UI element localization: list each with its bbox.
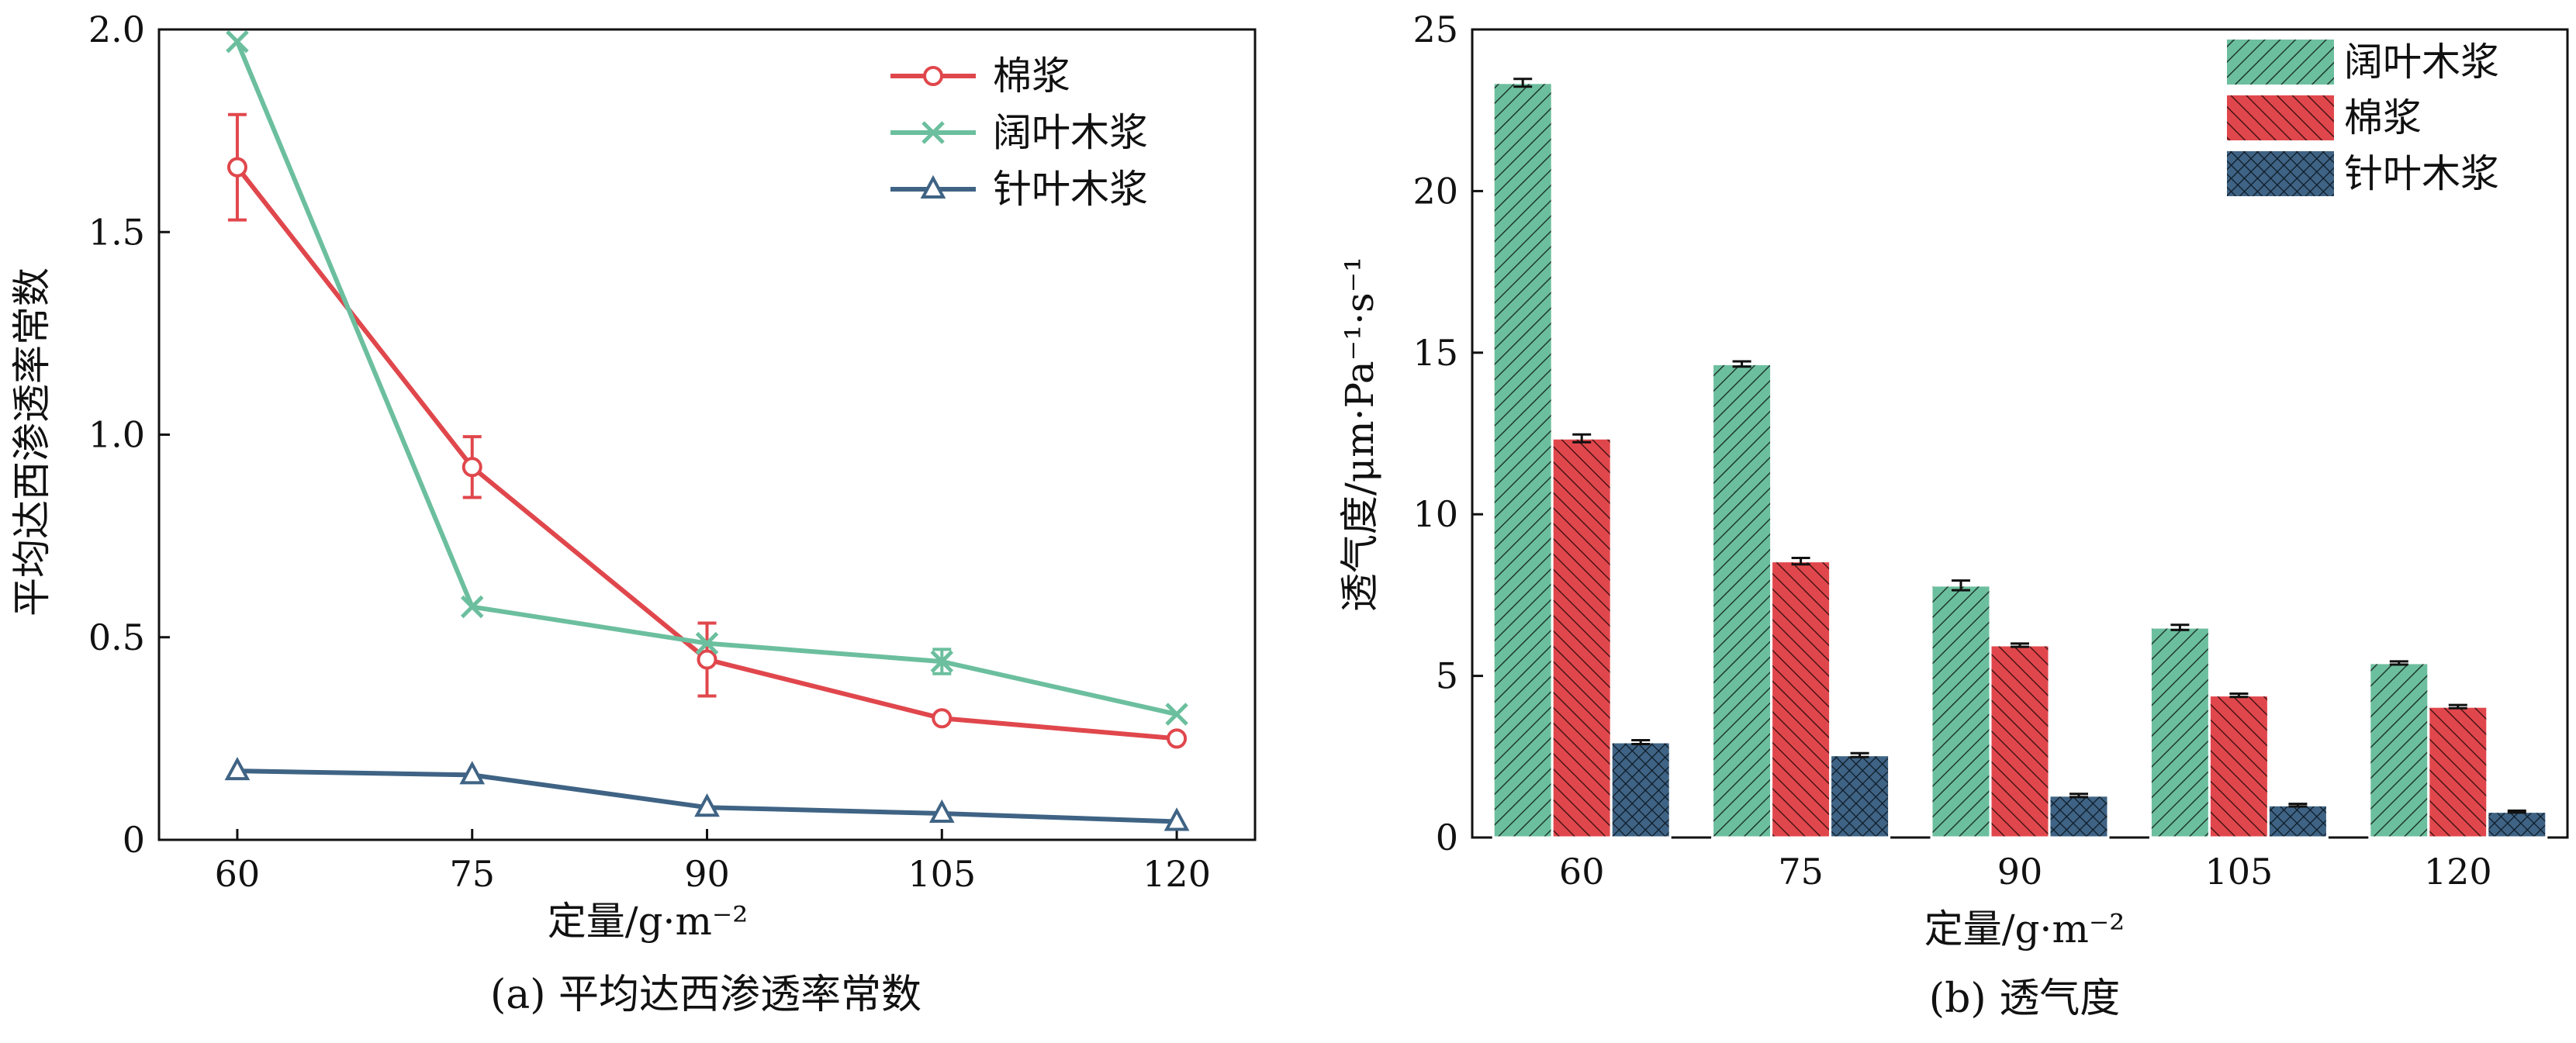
y-tick-label-b: 0	[1436, 817, 1458, 858]
y-tick-label-b: 15	[1412, 332, 1458, 374]
data-point-triangle	[1164, 807, 1190, 831]
data-point-circle	[462, 457, 482, 478]
legend-swatch	[2225, 150, 2336, 198]
x-tick-label-b: 75	[1778, 851, 1824, 893]
data-point-x	[695, 631, 719, 655]
x-tick-label-b: 90	[1997, 851, 2043, 893]
bar	[2208, 694, 2270, 839]
x-tick-label-b: 120	[2424, 851, 2492, 893]
bar	[2267, 803, 2329, 839]
data-point-triangle	[694, 793, 720, 817]
x-tick-label-b: 105	[2204, 851, 2273, 893]
data-point-triangle	[224, 756, 251, 781]
data-point-circle	[226, 157, 247, 178]
legend-label: 阔叶木浆	[993, 110, 1148, 155]
data-point-x	[460, 595, 484, 619]
legend-label: 棉浆	[993, 54, 1070, 98]
y-tick-label-b: 5	[1436, 655, 1458, 697]
bar	[1711, 362, 1773, 839]
bar	[1551, 437, 1613, 839]
x-axis-title-a: 定量/g·m⁻²	[548, 899, 749, 944]
x-tick-label-a: 105	[908, 853, 976, 895]
y-tick-label-b: 20	[1412, 170, 1458, 212]
y-tick-label-a: 2.0	[88, 9, 145, 50]
caption-b: (b) 透气度	[1929, 976, 2120, 1022]
bar	[2048, 794, 2110, 839]
bar	[1770, 560, 1832, 839]
data-point-circle	[1167, 728, 1188, 749]
bar	[1989, 644, 2051, 839]
legend-label: 阔叶木浆	[2344, 40, 2499, 85]
bar	[2486, 810, 2548, 839]
bar	[1492, 81, 1554, 839]
y-tick-label-a: 0.5	[88, 616, 145, 658]
caption-a: (a) 平均达西渗透率常数	[490, 972, 921, 1018]
legend-label: 针叶木浆	[993, 167, 1148, 212]
legend-label: 棉浆	[2344, 95, 2422, 140]
y-tick-label-a: 1.0	[88, 414, 145, 456]
bar	[2149, 626, 2211, 839]
legend-label: 针叶木浆	[2344, 151, 2499, 196]
bar	[1829, 754, 1891, 839]
y-tick-label-b: 25	[1412, 9, 1458, 50]
data-point-triangle	[459, 761, 486, 785]
x-tick-label-a: 60	[215, 853, 261, 895]
series-1	[226, 29, 1188, 726]
bar	[1610, 741, 1672, 839]
bar	[2368, 661, 2430, 839]
x-tick-label-a: 75	[449, 853, 495, 895]
data-point-x	[921, 121, 945, 144]
legend-swatch	[2225, 94, 2336, 142]
y-tick-label-a: 0	[123, 819, 145, 861]
bar	[1930, 584, 1992, 839]
bar	[2427, 705, 2489, 839]
data-point-circle	[923, 66, 943, 86]
x-tick-label-a: 120	[1143, 853, 1211, 895]
y-tick-label-a: 1.5	[88, 211, 145, 253]
data-point-triangle	[920, 174, 946, 199]
y-axis-title-a: 平均达西渗透率常数	[9, 268, 54, 616]
y-axis-title-b: 透气度/μm·Pa⁻¹·s⁻¹	[1337, 257, 1382, 612]
data-point-x	[1165, 703, 1188, 726]
data-point-x	[930, 650, 954, 673]
legend-swatch	[2225, 38, 2336, 86]
data-point-circle	[932, 708, 953, 729]
x-tick-label-b: 60	[1559, 851, 1605, 893]
x-tick-label-a: 90	[684, 853, 730, 895]
data-point-circle	[697, 649, 717, 670]
y-tick-label-b: 10	[1412, 493, 1458, 535]
data-point-triangle	[928, 799, 955, 824]
x-axis-title-b: 定量/g·m⁻²	[1924, 907, 2125, 951]
data-point-x	[226, 29, 249, 54]
series-0	[226, 112, 1188, 749]
series-2	[224, 756, 1190, 831]
